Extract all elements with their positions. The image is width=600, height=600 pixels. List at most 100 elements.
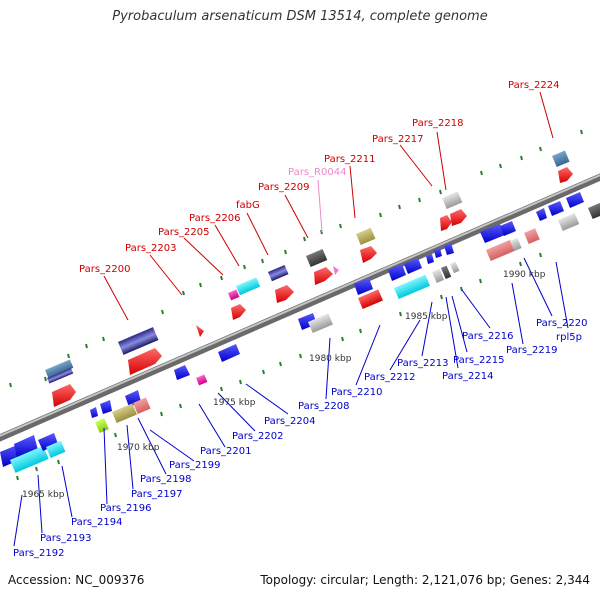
leader-line (149, 254, 183, 296)
gene-label: fabG (236, 200, 260, 211)
gene-label: Pars_2224 (508, 80, 559, 91)
tick (102, 336, 105, 342)
gene-label: Pars_2208 (298, 401, 349, 412)
gene-arrow (480, 224, 505, 243)
gene-label: Pars_2205 (158, 227, 209, 238)
gene-block (46, 440, 66, 459)
gene-arrow (52, 384, 76, 407)
tick (35, 466, 38, 472)
lower-gene-labels: rpl5p Pars_2220 Pars_2219 Pars_2216 Pars… (13, 318, 587, 559)
map-title: Pyrobaculum arsenaticum DSM 13514, compl… (112, 9, 488, 24)
gene-block (306, 248, 328, 268)
leader-line (214, 224, 240, 267)
tick (440, 294, 443, 300)
gene-label: rpl5p (556, 332, 582, 343)
gene-label: Pars_2201 (200, 446, 251, 457)
scale-label: 1990 kbp (503, 270, 546, 280)
tick (480, 170, 483, 176)
gene-arrow (434, 248, 442, 258)
leader-line (421, 301, 433, 357)
tick (243, 264, 246, 270)
tick (499, 163, 502, 169)
gene-label: Pars_2220 (536, 318, 587, 329)
gene-block (442, 191, 463, 210)
gene-arrow (90, 407, 98, 418)
gene-block (10, 445, 49, 473)
tick (182, 290, 185, 296)
tick (418, 197, 421, 203)
leader-line (523, 257, 553, 317)
upper-ticks (9, 129, 583, 388)
gene-block (449, 261, 460, 274)
gene-arrow (218, 344, 240, 362)
tick (161, 309, 164, 315)
leader-line (183, 237, 224, 276)
gene-label: Pars_2209 (258, 182, 309, 193)
gene-arrow (426, 254, 434, 264)
gene-arrow (440, 215, 452, 231)
gene-arrow (196, 325, 204, 337)
leader-line (284, 194, 309, 239)
tick (284, 249, 287, 255)
leader-line (246, 212, 269, 256)
genome-backbone (0, 173, 600, 442)
gene-label: Pars_2204 (264, 416, 315, 427)
gene-block (588, 202, 600, 220)
leader-line (539, 91, 554, 139)
gene-label: Pars_2197 (131, 489, 182, 500)
gene-block (558, 212, 580, 232)
gene-arrow (444, 243, 454, 255)
tick (279, 361, 282, 367)
gene-arrow (566, 192, 584, 208)
gene-arrow (174, 365, 190, 380)
gene-block (117, 327, 159, 355)
leader-line (137, 417, 167, 475)
leader-line (451, 295, 468, 353)
leader-line (37, 474, 43, 534)
tick (179, 403, 182, 409)
tick (519, 261, 522, 267)
gene-label: Pars_2218 (412, 118, 463, 129)
gene-block (44, 359, 74, 379)
gene-label: Pars_2217 (372, 134, 423, 145)
gene-label: Pars_2215 (453, 355, 504, 366)
gene-label: Pars_2211 (324, 154, 375, 165)
gene-block (228, 289, 240, 301)
tick (439, 189, 442, 195)
leader-line (198, 403, 226, 448)
gene-label: Pars_2196 (100, 503, 151, 514)
gene-label: Pars_2193 (40, 533, 91, 544)
gene-label: Pars_2200 (79, 264, 130, 275)
leader-line (349, 165, 356, 219)
gene-label: Pars_2194 (71, 517, 122, 528)
gene-arrow (128, 348, 162, 375)
gene-block (236, 277, 261, 296)
leader-line (61, 465, 73, 518)
tick (399, 311, 402, 317)
gene-label: Pars_2214 (442, 371, 493, 382)
lower-leader-lines (13, 257, 569, 547)
gene-arrow (231, 304, 246, 320)
gene-block (358, 289, 383, 310)
gene-label: Pars_2219 (506, 345, 557, 356)
tick (114, 432, 117, 438)
tick (199, 282, 202, 288)
gene-arrow (404, 258, 422, 274)
gene-label: Pars_2206 (189, 213, 240, 224)
tick (303, 236, 306, 242)
scale-label: 1975 kbp (213, 398, 256, 408)
gene-block (440, 265, 452, 280)
gene-block (394, 274, 430, 300)
scale-label: 1985 kbp (405, 312, 448, 322)
gene-arrow (38, 433, 58, 451)
leader-line (103, 427, 108, 505)
leader-line (555, 261, 569, 329)
tick (220, 275, 223, 281)
gene-arrow (500, 221, 516, 236)
gene-block (133, 397, 151, 415)
scale-label: 1965 kbp (22, 490, 65, 500)
lower-ticks (16, 252, 542, 481)
tick (479, 278, 482, 284)
accession-text: Accession: NC_009376 (8, 573, 145, 587)
